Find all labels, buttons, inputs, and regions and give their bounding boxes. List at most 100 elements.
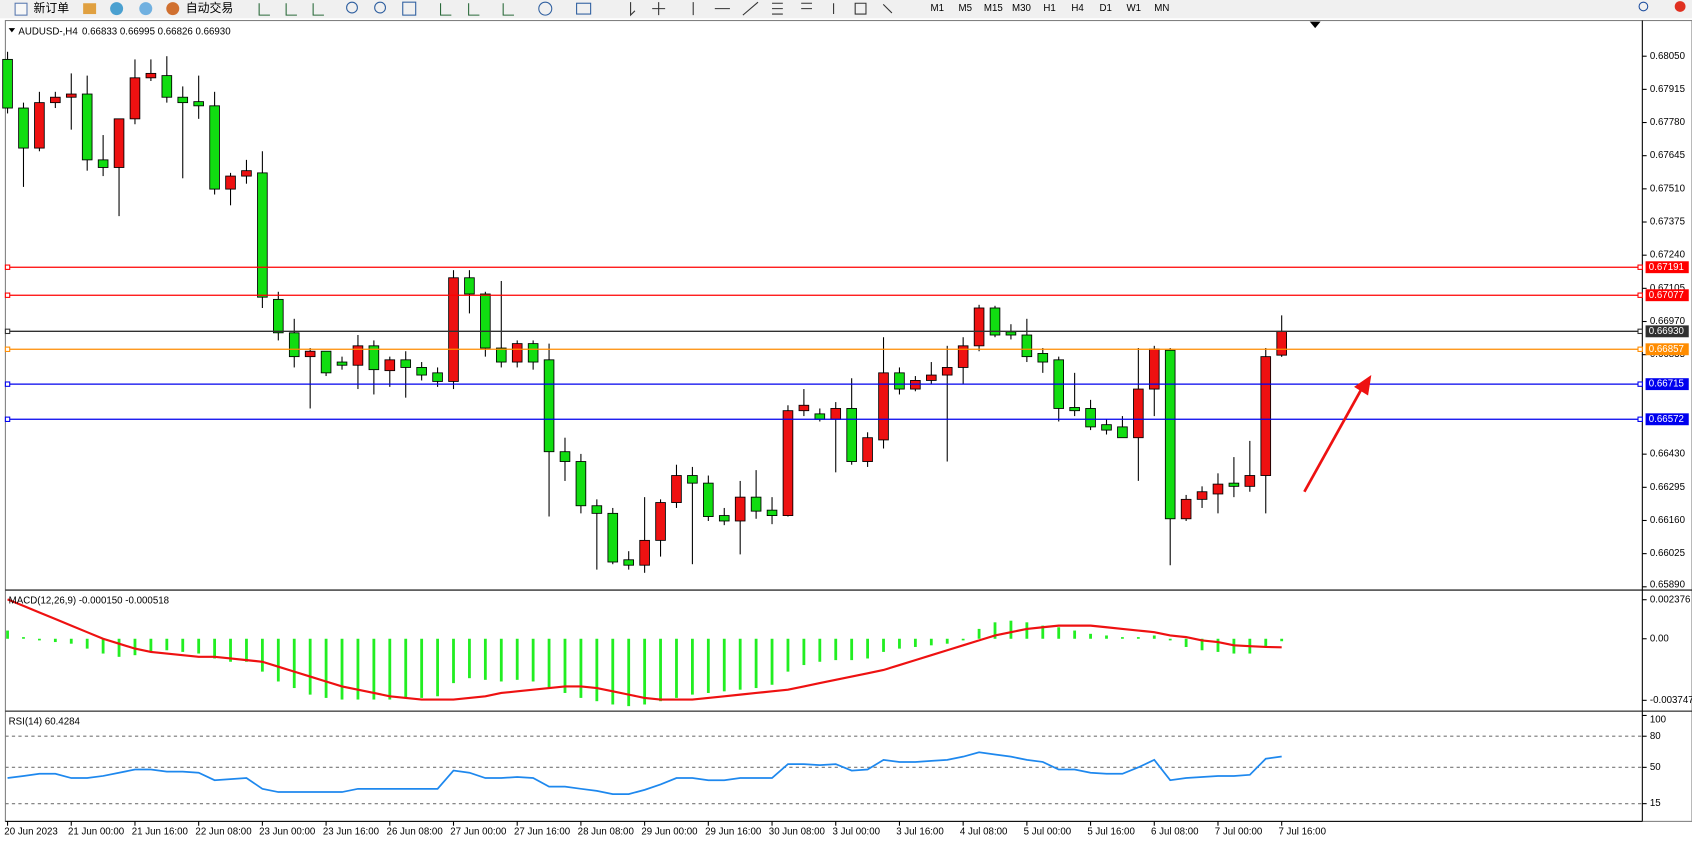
x-tick-label: 27 Jun 00:00 [450,827,507,838]
new-order-button[interactable]: 新订单 [33,1,69,15]
macd-bar [324,638,328,698]
candle-body [543,359,555,453]
title-marker [8,28,16,33]
x-tick-label: 29 Jun 16:00 [705,827,762,838]
y-tick-label: 100 [1650,714,1667,725]
timeframe-button[interactable]: H1 [1043,3,1055,14]
macd-bar [1216,638,1220,652]
price-label: 0.67191 [1649,262,1684,273]
auto-trading-icon[interactable] [166,2,180,16]
y-tick-label: 0.67780 [1650,117,1686,128]
macd-bar [1009,620,1013,639]
macd-bar [404,638,408,698]
macd-bar [706,638,710,693]
icon[interactable] [538,1,553,16]
candle-body [734,496,746,522]
candle-body [1244,475,1256,487]
candle-body [782,410,794,517]
icon[interactable] [440,3,514,16]
line-handle [1637,346,1643,352]
icon[interactable] [110,2,124,16]
icon[interactable] [346,1,358,14]
y-tick-label: 0.68050 [1650,51,1686,62]
icon[interactable] [576,2,592,15]
icon[interactable] [374,1,387,14]
candle-body [1117,426,1128,439]
line-handle [1637,328,1643,335]
timeframe-button[interactable]: M15 [984,3,1003,14]
macd-bar [483,638,487,680]
macd-bar [754,638,758,689]
candle-body [1180,498,1192,520]
price-label: 0.66930 [1649,326,1685,337]
candle-body [623,559,634,566]
icon[interactable] [139,2,153,16]
notification-icon[interactable] [1674,1,1686,12]
macd-bar [898,638,901,649]
icon[interactable] [258,3,324,16]
macd-bar [388,638,392,700]
timeframe-button[interactable]: H4 [1071,3,1084,14]
x-tick-label: 21 Jun 16:00 [132,827,189,838]
macd-bar [977,628,981,639]
macd-bar [802,638,806,666]
candle-body [129,77,141,120]
macd-bar [1200,638,1204,651]
x-tick-label: 7 Jul 00:00 [1215,827,1263,838]
candle-body [161,75,173,98]
new-order-icon[interactable] [14,2,28,16]
candle-body [1196,491,1208,500]
icon[interactable] [402,1,417,16]
icon[interactable] [630,1,893,17]
macd-bar [1264,638,1268,647]
candle-body [448,277,459,382]
macd-bar [229,638,232,662]
macd-bar [643,638,647,705]
candle-body [1037,353,1049,363]
macd-bar [611,638,615,705]
candle-body [1228,482,1240,487]
candle-body [639,539,650,566]
macd-bar [818,638,822,662]
macd-bar [292,638,296,689]
timeframe-button[interactable]: M5 [959,3,973,14]
candle-body [1148,348,1160,390]
candle-body [193,101,204,107]
macd-bar [866,638,869,659]
macd-bar [181,638,185,652]
macd-bar [420,638,424,698]
macd-bar [531,638,535,682]
timeframe-button[interactable]: M1 [930,3,944,14]
y-tick-label: 0.67240 [1650,250,1686,261]
macd-bar [945,638,949,644]
macd-bar [436,638,439,697]
timeframe-button[interactable]: D1 [1099,3,1111,14]
price-label-box [1645,343,1689,356]
macd-bar [1057,627,1061,639]
timeframe-button[interactable]: W1 [1126,3,1141,14]
candle-body [304,350,316,358]
price-label-box [1645,261,1689,274]
timeframe-button[interactable]: MN [1154,3,1169,14]
timeframe-button[interactable]: M30 [1012,3,1031,14]
candle-body [273,298,284,334]
candle-body [432,372,443,382]
macd-bar [929,638,933,646]
price-label-box [1645,325,1689,338]
auto-trading-button[interactable]: 自动交易 [186,1,233,15]
macd-bar [276,638,280,682]
candle-body [288,332,300,358]
y-tick-label: 0.67915 [1650,84,1685,95]
x-tick-label: 3 Jul 16:00 [896,827,944,838]
macd-bar [961,638,965,641]
icon[interactable] [83,3,97,15]
y-tick-label: 15 [1650,798,1661,809]
x-tick-label: 6 Jul 08:00 [1151,827,1199,838]
macd-bar [308,638,312,695]
candle-body [846,408,857,462]
search-icon[interactable] [1638,1,1649,12]
y-tick-label: 0.002376 [1650,594,1691,605]
line-handle [1637,416,1643,422]
